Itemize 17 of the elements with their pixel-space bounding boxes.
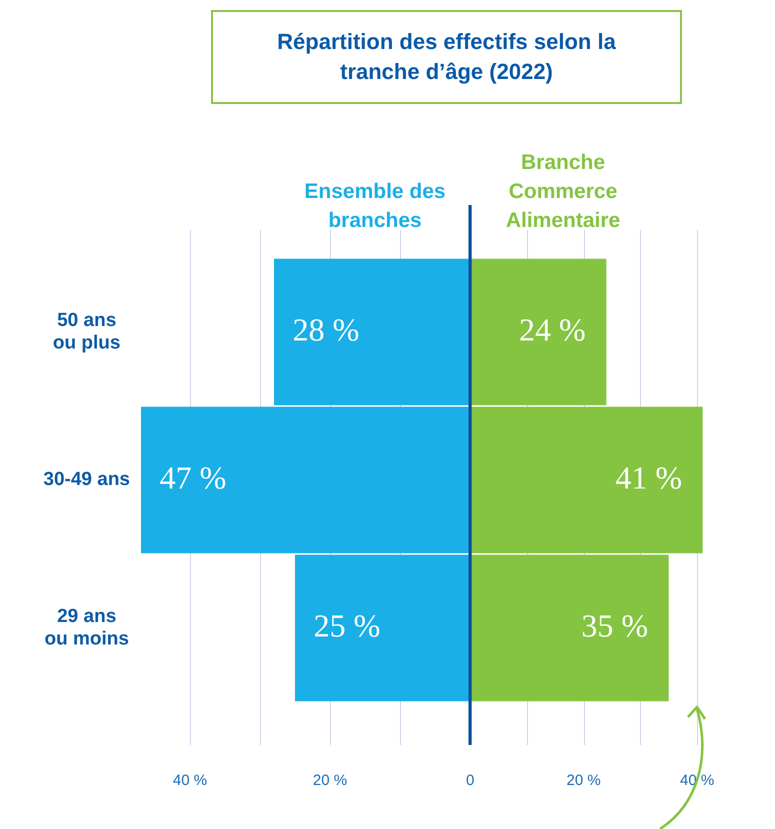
data-label: 24 % bbox=[518, 311, 586, 348]
series-label: Ensemble des branches bbox=[303, 179, 447, 234]
y-tick-label: 50 ans ou plus bbox=[52, 310, 120, 354]
x-tick-label: 40 % bbox=[172, 772, 208, 790]
data-label: 35 % bbox=[581, 607, 648, 644]
y-tick-label: 30-49 ans bbox=[43, 469, 130, 490]
data-label: 47 % bbox=[160, 459, 226, 496]
x-tick-label: 40 % bbox=[680, 772, 714, 790]
data-label: 41 % bbox=[615, 459, 682, 496]
x-tick-label: 20 % bbox=[566, 772, 601, 790]
y-tick-label: 29 ans ou moins bbox=[44, 606, 129, 650]
chart-title: Répartition des effectifs selon la tranche d’âge (2022) bbox=[276, 28, 617, 86]
data-label: 25 % bbox=[314, 607, 380, 644]
x-tick-label: 0 bbox=[466, 772, 474, 790]
series-label: Branche Commerce Alimentaire bbox=[504, 150, 622, 234]
data-label: 28 % bbox=[292, 311, 360, 348]
x-tick-label: 20 % bbox=[312, 772, 348, 790]
